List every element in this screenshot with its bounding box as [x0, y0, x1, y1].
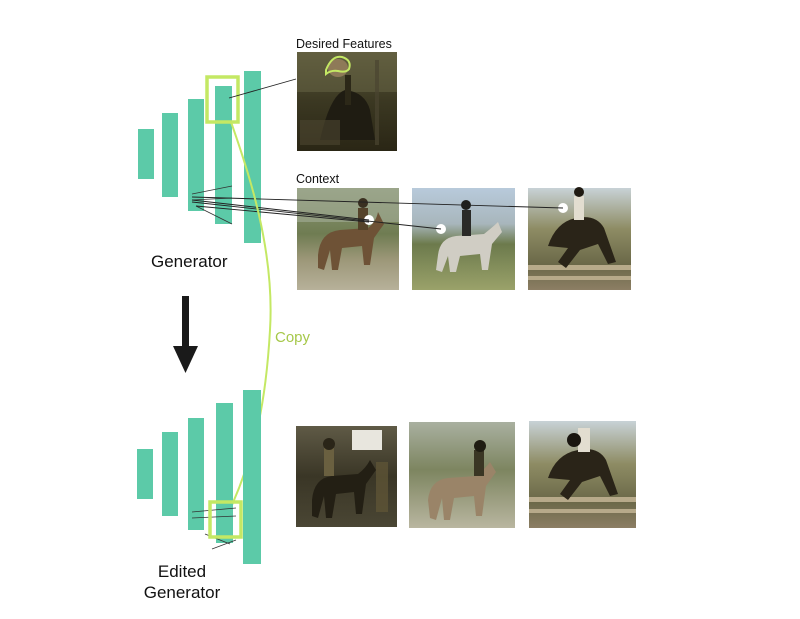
desired-features-photo	[297, 52, 397, 151]
edited-label-line1: Edited	[158, 562, 206, 581]
context-photo-2	[412, 188, 515, 290]
edited-layer-1	[137, 449, 153, 499]
edited-label-line2: Generator	[144, 583, 221, 602]
context-photo-3	[528, 187, 631, 290]
context-mapping-lines	[191, 196, 564, 230]
output-photo-1	[296, 426, 397, 527]
edited-layer-5	[243, 390, 261, 564]
edited-generator-layers	[137, 390, 261, 564]
down-arrow	[173, 296, 198, 373]
pasted-feature-box	[208, 500, 243, 539]
output-photo-3	[529, 421, 636, 528]
context-photo-1	[297, 188, 399, 290]
output-photo-2	[409, 422, 515, 528]
desired-feature-outline	[325, 55, 351, 77]
edited-layer-2	[162, 432, 178, 516]
feature-pointer-line	[228, 78, 297, 99]
edited-layer-3	[188, 418, 204, 530]
generator-layer-2	[162, 113, 178, 197]
generator-layer-5	[244, 71, 261, 243]
copy-label: Copy	[275, 329, 311, 346]
context-label: Context	[296, 172, 340, 186]
generator-layer-3	[188, 99, 204, 211]
generator-label: Generator	[151, 252, 228, 271]
edited-layer-4	[216, 403, 233, 543]
generator-layer-1	[138, 129, 154, 179]
desired-features-label: Desired Features	[296, 37, 392, 51]
feature-highlight-box	[205, 75, 240, 124]
